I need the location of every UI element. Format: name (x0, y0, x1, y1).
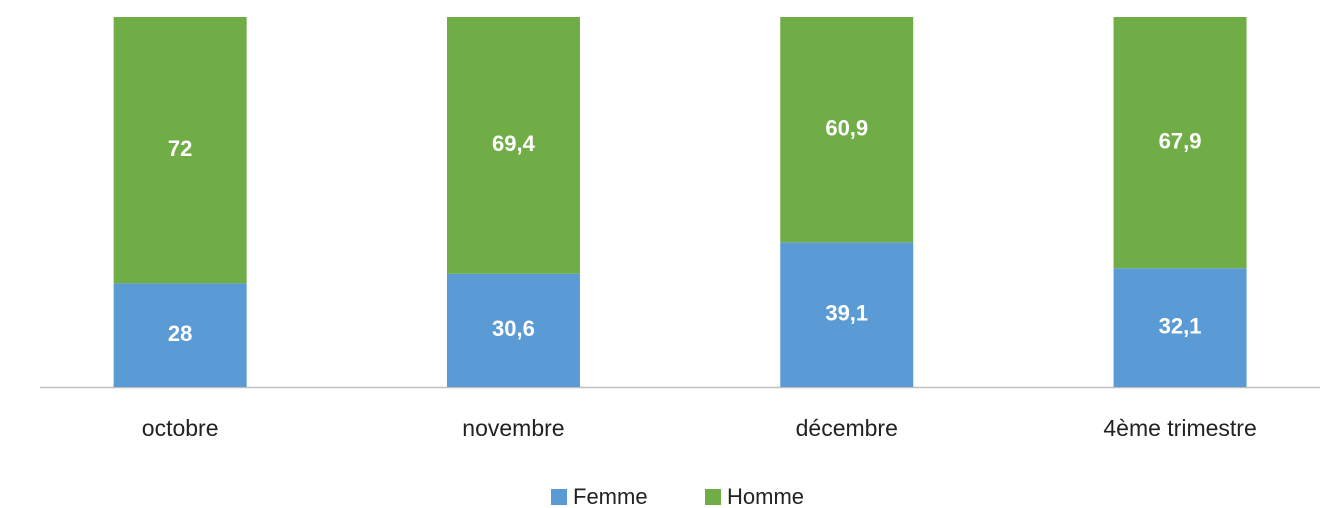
bar-segment (446, 273, 580, 387)
data-label: 60,9 (825, 115, 868, 140)
x-tick-label: 4ème trimestre (1103, 415, 1256, 441)
data-label: 32,1 (1159, 313, 1202, 338)
bar-segment (780, 17, 914, 243)
bar-segment (1113, 17, 1247, 269)
data-label: 30,6 (492, 316, 535, 341)
bar-segment (113, 17, 247, 284)
data-label: 72 (168, 136, 192, 161)
legend-swatch (551, 489, 567, 505)
bar-segment (446, 17, 580, 274)
data-label: 69,4 (492, 131, 536, 156)
legend-swatch (705, 489, 721, 505)
x-tick-label: novembre (462, 415, 564, 441)
bar-segment (1113, 268, 1247, 387)
data-label: 67,9 (1159, 128, 1202, 153)
x-tick-label: octobre (142, 415, 219, 441)
data-label: 39,1 (825, 300, 868, 325)
legend-label: Femme (573, 484, 648, 508)
data-label: 28 (168, 321, 192, 346)
bar-segment (113, 283, 247, 387)
legend-label: Homme (727, 484, 804, 508)
bar-segment (780, 242, 914, 387)
x-tick-label: décembre (796, 415, 898, 441)
